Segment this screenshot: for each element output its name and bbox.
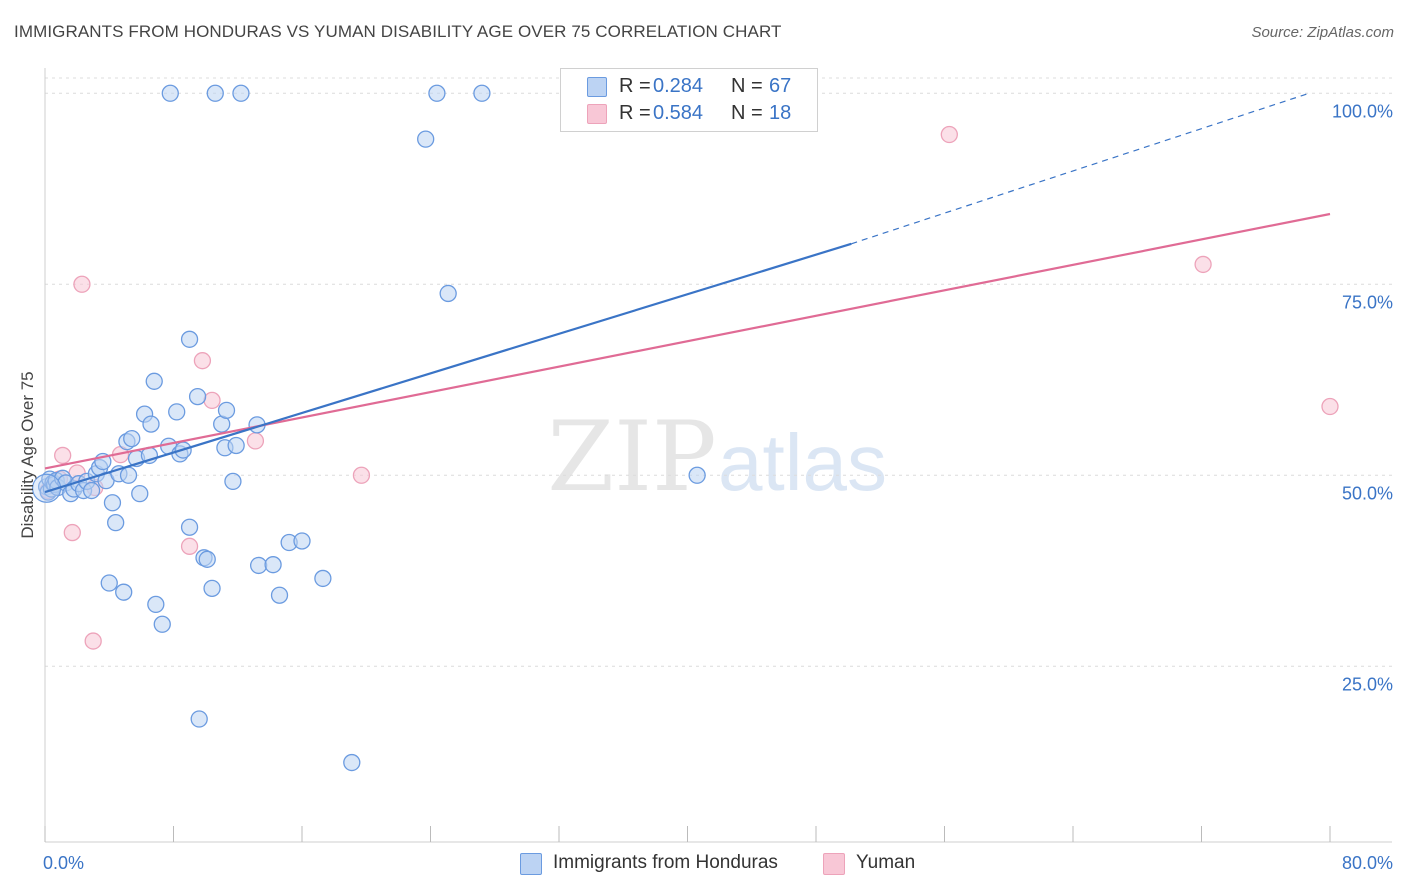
honduras-point — [203, 579, 221, 598]
honduras-point — [343, 753, 361, 772]
legend-n-label: N = — [731, 102, 763, 124]
honduras-point — [190, 710, 208, 728]
honduras-point — [161, 84, 179, 102]
yuman-point — [246, 432, 265, 450]
honduras-point — [119, 466, 138, 484]
honduras-point — [107, 513, 125, 532]
axes — [44, 68, 1392, 843]
bottom-legend-label: Immigrants from Honduras — [553, 852, 778, 873]
y-tick-label: 50.0% — [1342, 483, 1393, 503]
bottom-legend-swatch-blue — [520, 853, 542, 875]
yuman-point — [193, 352, 212, 370]
watermark-zip: ZIP — [547, 401, 716, 513]
bottom-legend-label: Yuman — [856, 852, 916, 873]
honduras-point — [147, 595, 165, 614]
honduras-point — [206, 84, 224, 102]
yuman-point — [54, 446, 72, 465]
legend-n-label: N = — [731, 75, 763, 97]
honduras-point — [473, 84, 491, 102]
yuman-point — [940, 125, 958, 144]
y-tick-label: 25.0% — [1342, 674, 1393, 694]
honduras-point — [115, 583, 133, 601]
yuman-points — [39, 125, 1339, 650]
honduras-point — [428, 84, 446, 102]
honduras-point — [439, 284, 457, 303]
honduras-point — [314, 569, 332, 588]
chart-title: IMMIGRANTS FROM HONDURAS VS YUMAN DISABI… — [14, 22, 782, 41]
y-tick-label: 100.0% — [1332, 101, 1393, 121]
stats-legend: R = 0.284 N = 67 R = 0.584 N = 18 — [560, 68, 818, 132]
honduras-point — [82, 481, 101, 500]
trend-lines — [44, 92, 1331, 494]
honduras-point — [232, 84, 250, 102]
x-tick-label-max: 80.0% — [1342, 853, 1393, 873]
honduras-point — [145, 372, 163, 390]
honduras-point — [198, 550, 216, 568]
honduras-point — [180, 518, 199, 536]
legend-r-value: 0.584 — [653, 102, 704, 124]
legend-n-value: 18 — [769, 102, 792, 124]
legend-r-label: R = — [619, 75, 651, 97]
watermark-atlas: atlas — [718, 418, 887, 507]
honduras-point — [688, 466, 706, 484]
honduras-point — [217, 401, 236, 419]
yuman-point — [1194, 255, 1212, 274]
yuman-point — [352, 466, 371, 484]
legend-r-value: 0.284 — [653, 75, 704, 97]
honduras-trend-extension — [851, 92, 1310, 245]
y-tick-label: 75.0% — [1342, 292, 1393, 312]
bottom-legend-swatch-pink — [823, 853, 845, 875]
yuman-point — [73, 275, 91, 293]
honduras-point — [249, 556, 268, 575]
y-axis-label: Disability Age Over 75 — [18, 371, 37, 539]
legend-swatch-blue — [587, 77, 607, 97]
source-label: Source: ZipAtlas.com — [1251, 24, 1394, 41]
honduras-point — [270, 586, 289, 604]
honduras-point — [153, 615, 171, 633]
honduras-point — [131, 484, 149, 503]
yuman-point — [84, 632, 102, 650]
x-tick-label-min: 0.0% — [43, 853, 84, 873]
grid-lines — [45, 77, 1392, 667]
yuman-point — [1321, 397, 1339, 416]
honduras-point — [103, 494, 122, 512]
honduras-point — [100, 574, 118, 592]
legend-n-value: 67 — [769, 75, 792, 97]
honduras-point — [180, 330, 199, 348]
legend-swatch-pink — [587, 104, 607, 124]
honduras-trend-line — [44, 242, 852, 494]
yuman-point — [180, 537, 199, 555]
honduras-point — [123, 429, 141, 448]
honduras-point — [293, 532, 311, 550]
honduras-point — [227, 436, 245, 455]
honduras-point — [168, 403, 186, 421]
yuman-point — [63, 523, 81, 542]
tick-labels: 25.0% 50.0% 75.0% 100.0% 0.0% 80.0% — [43, 101, 1393, 873]
yuman-point — [203, 391, 221, 410]
honduras-point — [264, 556, 282, 574]
honduras-point — [417, 130, 435, 148]
honduras-point — [224, 472, 242, 491]
honduras-point — [142, 415, 160, 433]
honduras-point — [188, 387, 207, 406]
legend-r-label: R = — [619, 102, 651, 124]
